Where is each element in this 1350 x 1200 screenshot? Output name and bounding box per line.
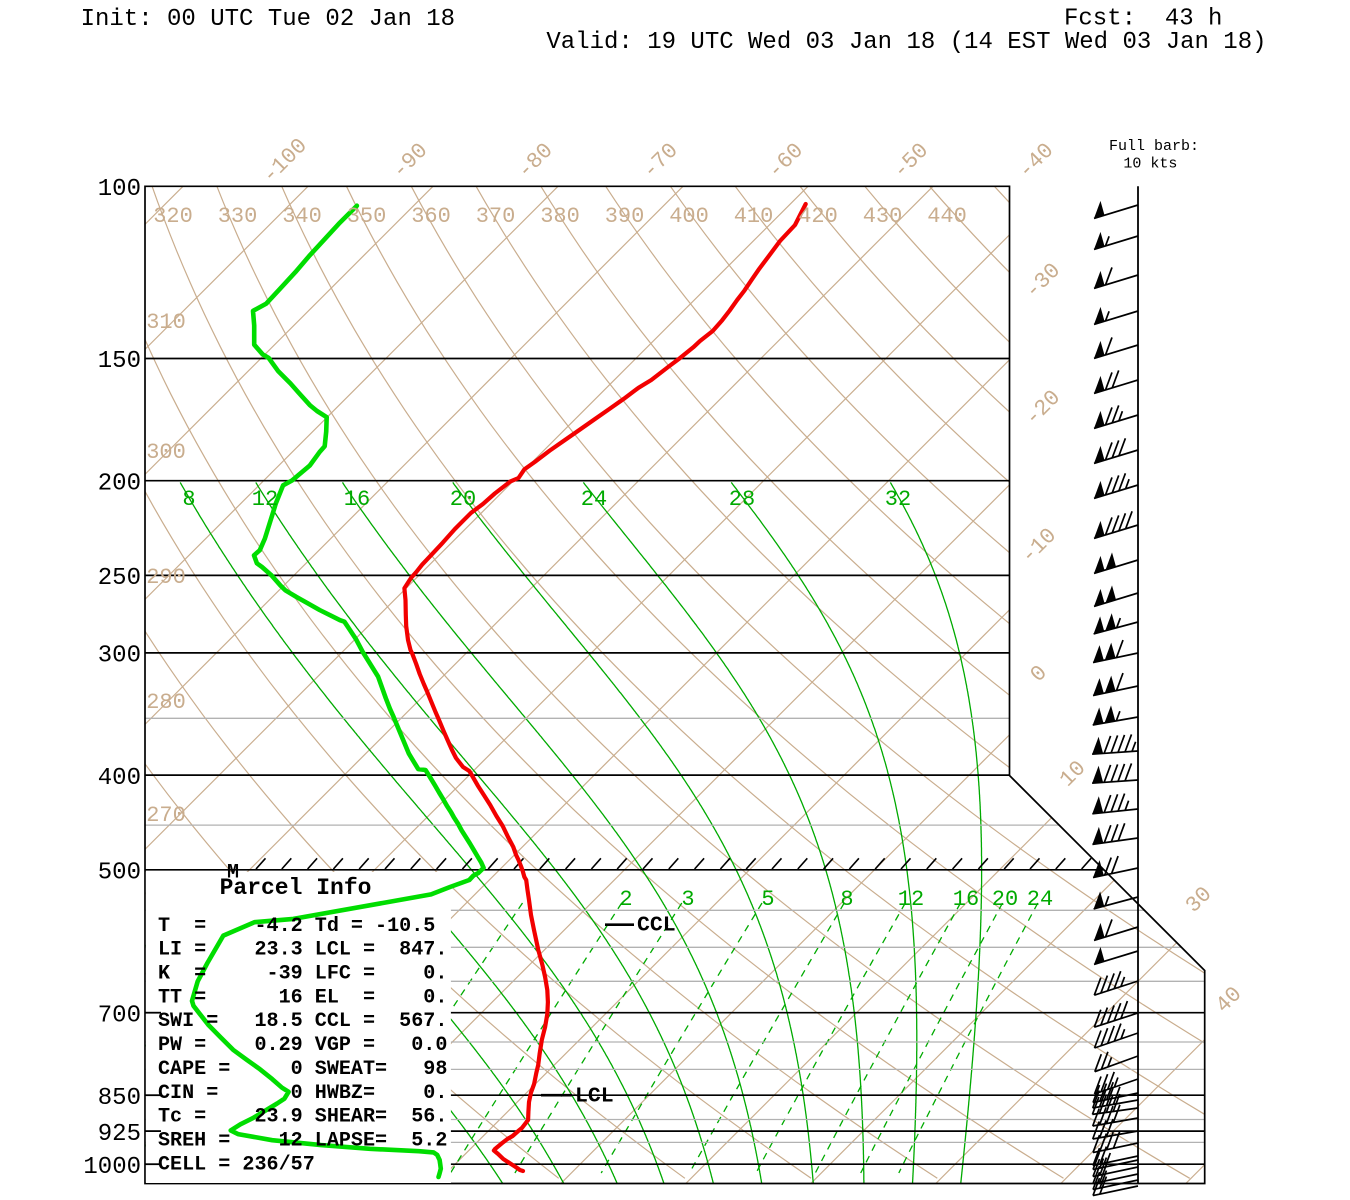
svg-text:310: 310	[146, 310, 186, 335]
svg-text:CIN = 0 HWBZ= 0.: CIN = 0 HWBZ= 0.	[158, 1082, 447, 1105]
svg-text:1000: 1000	[83, 1154, 141, 1181]
svg-text:16: 16	[953, 887, 979, 912]
svg-text:K = -39 LFC = 0.: K = -39 LFC = 0.	[158, 963, 447, 986]
svg-text:28: 28	[729, 487, 755, 512]
svg-text:5: 5	[761, 887, 774, 912]
svg-text:24: 24	[1027, 887, 1053, 912]
svg-text:CAPE = 0 SWEAT= 98: CAPE = 0 SWEAT= 98	[158, 1058, 447, 1081]
svg-text:16: 16	[344, 487, 370, 512]
svg-text:700: 700	[98, 1002, 141, 1029]
svg-text:200: 200	[98, 470, 141, 497]
svg-text:370: 370	[476, 204, 516, 229]
svg-text:LCL: LCL	[575, 1085, 614, 1109]
svg-text:8: 8	[840, 887, 853, 912]
svg-text:24: 24	[581, 487, 607, 512]
svg-text:410: 410	[734, 204, 774, 229]
svg-text:150: 150	[98, 348, 141, 375]
svg-text:LI = 23.3 LCL = 847.: LI = 23.3 LCL = 847.	[158, 939, 447, 962]
svg-text:CCL: CCL	[637, 914, 676, 938]
svg-text:TT = 16 EL = 0.: TT = 16 EL = 0.	[158, 986, 447, 1009]
svg-text:Valid: 19 UTC Wed 03 Jan 18 (1: Valid: 19 UTC Wed 03 Jan 18 (14 EST Wed …	[546, 29, 1266, 56]
svg-text:320: 320	[153, 204, 193, 229]
svg-text:2: 2	[619, 887, 632, 912]
svg-text:SREH = 12 LAPSE= 5.2: SREH = 12 LAPSE= 5.2	[158, 1129, 447, 1152]
svg-text:SWI = 18.5 CCL = 567.: SWI = 18.5 CCL = 567.	[158, 1010, 447, 1033]
svg-text:280: 280	[146, 690, 186, 715]
svg-text:400: 400	[98, 765, 141, 792]
svg-text:290: 290	[146, 565, 186, 590]
svg-text:340: 340	[282, 204, 322, 229]
svg-text:12: 12	[898, 887, 924, 912]
svg-text:20: 20	[992, 887, 1018, 912]
svg-text:100: 100	[98, 176, 141, 203]
svg-text:20: 20	[450, 487, 476, 512]
svg-text:925: 925	[98, 1121, 141, 1148]
svg-text:3: 3	[681, 887, 694, 912]
svg-text:250: 250	[98, 565, 141, 592]
svg-text:350: 350	[347, 204, 387, 229]
svg-text:M: M	[227, 861, 239, 884]
svg-text:270: 270	[146, 803, 186, 828]
svg-text:Full barb:: Full barb:	[1109, 138, 1199, 155]
svg-text:CELL = 236/57: CELL = 236/57	[158, 1153, 315, 1176]
svg-text:360: 360	[411, 204, 451, 229]
svg-text:Parcel Info: Parcel Info	[220, 875, 372, 901]
svg-text:Tc = 23.9 SHEAR= 56.: Tc = 23.9 SHEAR= 56.	[158, 1106, 447, 1129]
svg-text:300: 300	[146, 440, 186, 465]
svg-text:850: 850	[98, 1085, 141, 1112]
svg-text:440: 440	[927, 204, 967, 229]
svg-text:330: 330	[218, 204, 258, 229]
svg-text:420: 420	[798, 204, 838, 229]
svg-text:390: 390	[605, 204, 645, 229]
svg-text:32: 32	[885, 487, 911, 512]
svg-text:300: 300	[98, 643, 141, 670]
svg-text:10 kts: 10 kts	[1123, 156, 1177, 173]
svg-text:Fcst: 43 h: Fcst: 43 h	[1064, 6, 1222, 33]
svg-text:400: 400	[669, 204, 709, 229]
svg-text:Init: 00 UTC Tue 02 Jan 18: Init: 00 UTC Tue 02 Jan 18	[81, 6, 455, 33]
svg-text:12: 12	[252, 487, 278, 512]
svg-text:500: 500	[98, 860, 141, 887]
svg-text:8: 8	[182, 487, 195, 512]
svg-text:430: 430	[863, 204, 903, 229]
svg-text:380: 380	[540, 204, 580, 229]
svg-text:T = -4.2 Td = -10.5: T = -4.2 Td = -10.5	[158, 915, 435, 938]
svg-text:PW = 0.29 VGP = 0.0: PW = 0.29 VGP = 0.0	[158, 1034, 447, 1057]
